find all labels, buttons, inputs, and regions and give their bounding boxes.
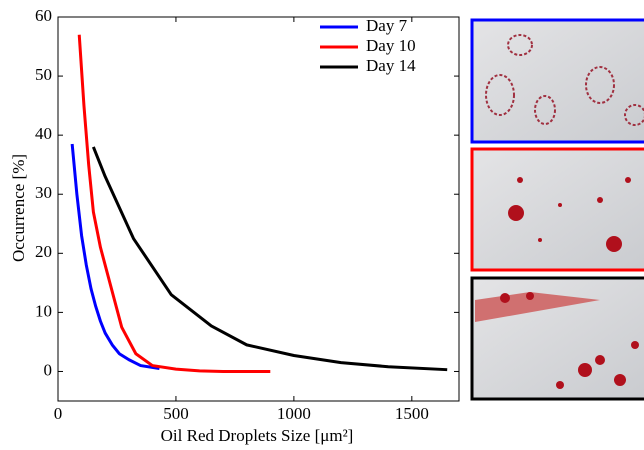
y-tick-label: 10 bbox=[35, 301, 52, 320]
legend-label: Day 7 bbox=[366, 16, 408, 35]
series-line bbox=[77, 34, 271, 373]
series-line bbox=[70, 143, 160, 370]
y-tick-label: 60 bbox=[35, 6, 52, 25]
y-tick-label: 0 bbox=[44, 360, 53, 379]
micrographs bbox=[470, 18, 644, 401]
x-tick-label: 500 bbox=[163, 404, 189, 423]
plot-frame bbox=[57, 16, 460, 402]
legend-label: Day 14 bbox=[366, 56, 416, 75]
y-tick-label: 30 bbox=[35, 183, 52, 202]
image-day-7 bbox=[470, 18, 644, 144]
cells-day-7 bbox=[485, 34, 644, 126]
x-tick-label: 1000 bbox=[277, 404, 311, 423]
x-axis-label: Oil Red Droplets Size [μm²] bbox=[161, 426, 354, 445]
y-axis-label: Occurrence [%] bbox=[9, 154, 28, 262]
series-line bbox=[91, 146, 448, 372]
x-tick-label: 1500 bbox=[395, 404, 429, 423]
x-tick-label: 0 bbox=[54, 404, 63, 423]
y-tick-label: 20 bbox=[35, 242, 52, 261]
y-tick-label: 50 bbox=[35, 65, 52, 84]
y-tick-label: 40 bbox=[35, 124, 52, 143]
droplets-day-10 bbox=[508, 177, 631, 252]
legend-label: Day 10 bbox=[366, 36, 416, 55]
image-day-10 bbox=[470, 147, 644, 272]
droplets-day-14 bbox=[475, 292, 639, 389]
